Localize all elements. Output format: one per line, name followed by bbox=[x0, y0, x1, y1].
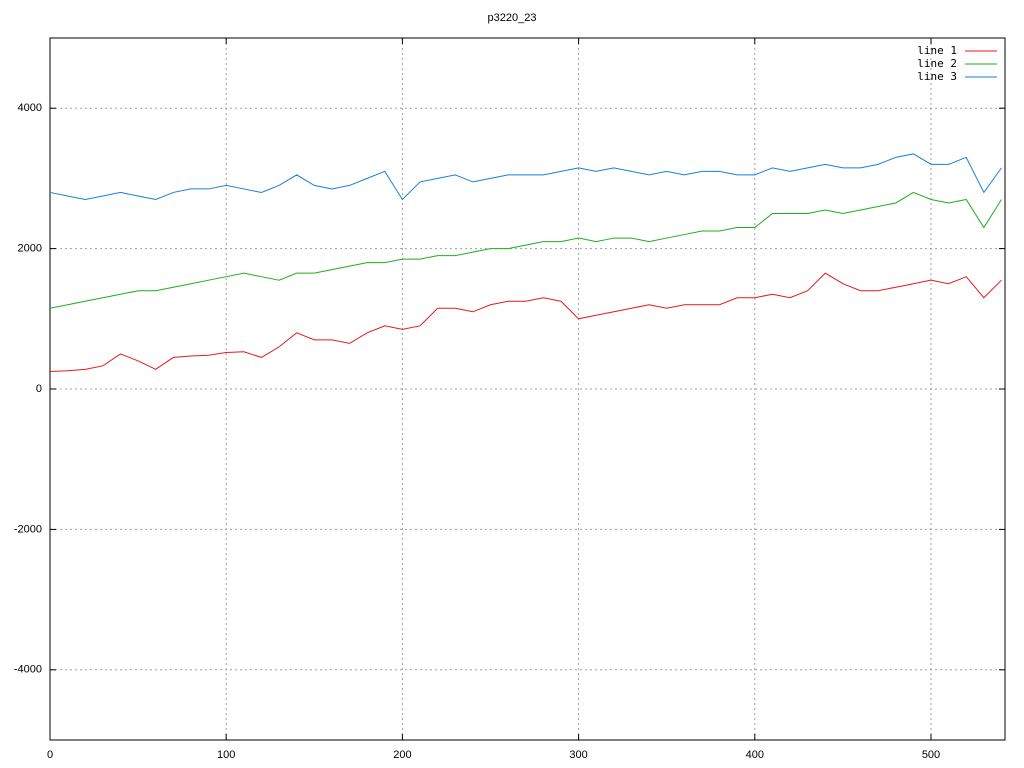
data-line bbox=[49, 153, 1002, 201]
x-tick-label: 500 bbox=[922, 749, 940, 761]
legend-label: line 3 bbox=[917, 70, 957, 83]
x-tick-label: 200 bbox=[393, 749, 411, 761]
y-tick-label: 0 bbox=[36, 383, 42, 395]
data-line bbox=[49, 272, 1002, 372]
x-tick-label: 100 bbox=[217, 749, 235, 761]
y-tick-label: 4000 bbox=[18, 102, 42, 114]
legend-label: line 1 bbox=[917, 44, 957, 57]
x-tick-label: 0 bbox=[47, 749, 53, 761]
chart-title: p3220_23 bbox=[488, 12, 537, 24]
x-tick-label: 300 bbox=[569, 749, 587, 761]
y-tick-label: -2000 bbox=[14, 523, 42, 535]
y-tick-label: 2000 bbox=[18, 243, 42, 255]
x-tick-label: 400 bbox=[746, 749, 764, 761]
plot-frame bbox=[49, 37, 1006, 741]
legend-label: line 2 bbox=[917, 57, 957, 70]
y-tick-label: -4000 bbox=[14, 664, 42, 676]
data-line bbox=[49, 191, 1002, 309]
